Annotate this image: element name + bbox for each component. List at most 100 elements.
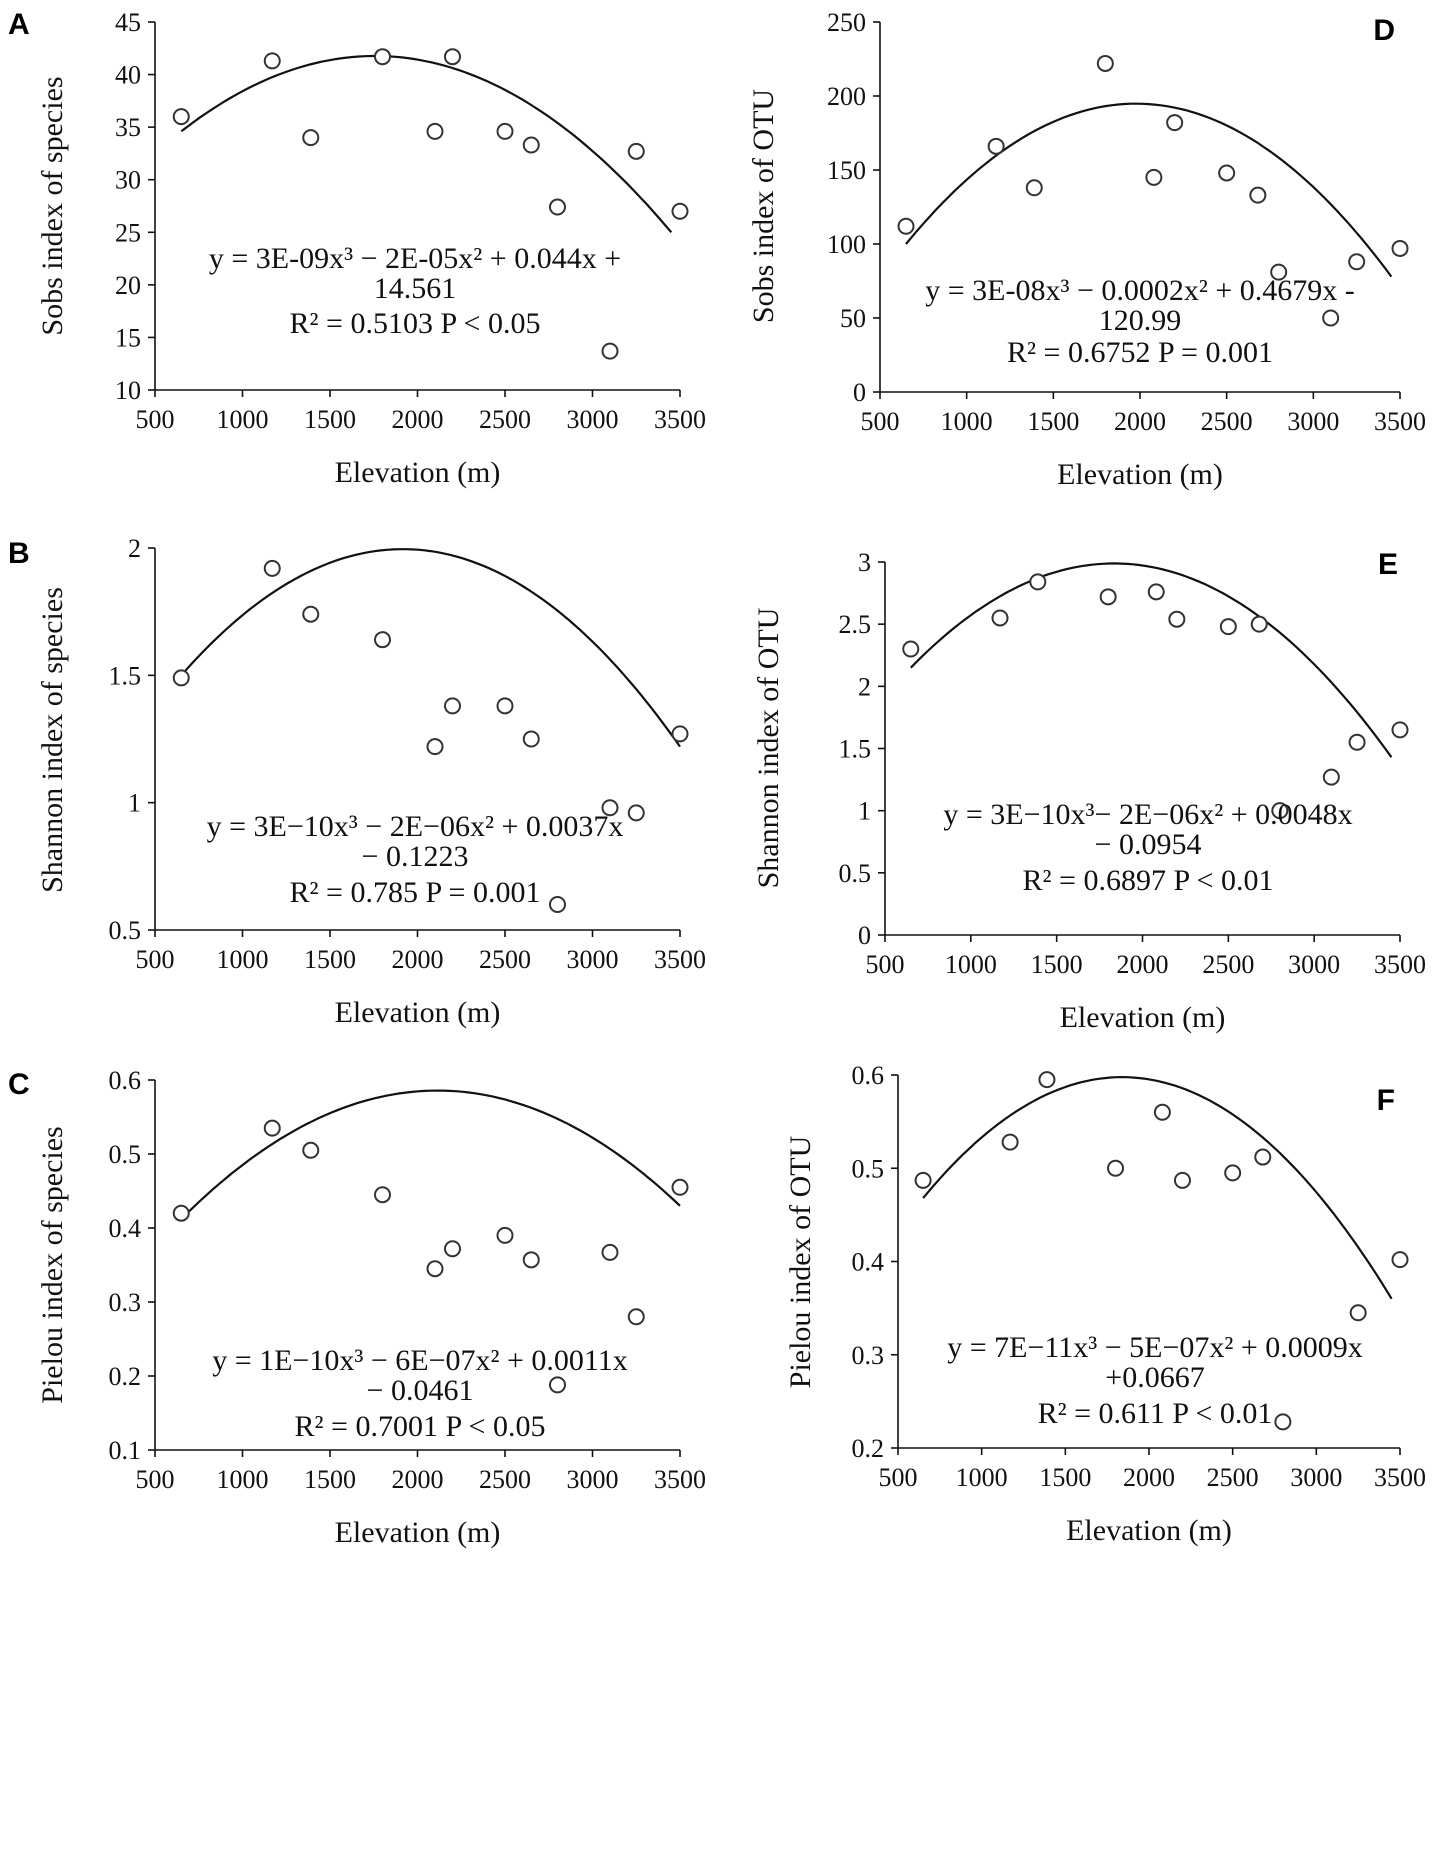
y-tick-label: 0.2 bbox=[109, 1362, 142, 1391]
data-point bbox=[496, 122, 514, 140]
y-tick-label: 250 bbox=[827, 8, 866, 37]
r-squared-label: R² = 0.611 P < 0.01 bbox=[1038, 1397, 1273, 1430]
r-squared-label: R² = 0.6897 P < 0.01 bbox=[1023, 864, 1274, 897]
data-point bbox=[549, 896, 566, 914]
data-point bbox=[1218, 164, 1236, 182]
data-point bbox=[263, 559, 281, 577]
data-point bbox=[1096, 54, 1114, 72]
y-tick-label: 15 bbox=[115, 323, 141, 352]
x-axis-title: Elevation (m) bbox=[335, 456, 501, 489]
data-point bbox=[549, 198, 566, 216]
y-tick-label: 1.5 bbox=[839, 735, 872, 764]
x-tick-label: 500 bbox=[879, 1463, 918, 1492]
chart-panel-d: 0 50 100 150 200 250 500 1000 1500 2000 2500 3000 35… bbox=[747, 8, 1426, 491]
fit-curve bbox=[180, 548, 681, 748]
data-point bbox=[263, 1119, 281, 1137]
data-point bbox=[444, 697, 461, 715]
r-squared-label: R² = 0.785 P = 0.001 bbox=[290, 876, 541, 909]
y-tick-label: 10 bbox=[115, 376, 141, 405]
equation-line: y = 3E-08x³ − 0.0002x² + 0.4679x - bbox=[925, 274, 1355, 307]
chart-panel-c: 0.1 0.2 0.3 0.4 0.5 0.6 500 1000 1500 2000 2500 300… bbox=[8, 1066, 706, 1549]
chart-panel-a: 10 15 20 25 30 35 40 45 500 1000 1500 2000 2500 3000 3… bbox=[8, 8, 706, 489]
data-point bbox=[1391, 1251, 1409, 1269]
data-point bbox=[1349, 1304, 1367, 1322]
x-tick-label: 1500 bbox=[304, 945, 356, 974]
data-point bbox=[172, 108, 190, 126]
x-tick-label: 2500 bbox=[479, 405, 531, 434]
data-point bbox=[263, 52, 281, 70]
equation-line: +0.0667 bbox=[1105, 1361, 1204, 1394]
data-point bbox=[496, 1226, 514, 1244]
panel-label: E bbox=[1378, 548, 1398, 581]
x-tick-label: 2500 bbox=[479, 945, 531, 974]
y-tick-label: 45 bbox=[115, 8, 141, 37]
data-point bbox=[1250, 615, 1268, 633]
x-axis-title: Elevation (m) bbox=[335, 1516, 501, 1549]
panel-label: A bbox=[8, 8, 30, 41]
data-point bbox=[374, 631, 391, 649]
data-point bbox=[897, 217, 915, 235]
x-axis-title: Elevation (m) bbox=[1066, 1514, 1232, 1547]
y-tick-label: 0.3 bbox=[852, 1341, 885, 1370]
data-point bbox=[1173, 1171, 1191, 1189]
data-point bbox=[1348, 733, 1366, 751]
equation-line: y = 3E−10x³ − 2E−06x² + 0.0037x bbox=[207, 810, 624, 843]
data-point bbox=[1322, 309, 1340, 327]
data-point bbox=[426, 1260, 444, 1278]
fit-curve bbox=[910, 562, 1393, 758]
x-tick-label: 500 bbox=[136, 405, 175, 434]
data-point bbox=[426, 122, 444, 140]
data-point bbox=[1391, 239, 1409, 257]
y-tick-label: 35 bbox=[115, 113, 141, 142]
fit-curve bbox=[180, 54, 673, 234]
data-point bbox=[522, 730, 540, 748]
data-point bbox=[627, 1308, 645, 1326]
y-axis-title: Sobs index of species bbox=[36, 76, 69, 335]
y-tick-label: 2.5 bbox=[839, 610, 872, 639]
chart-panel-f: 0.2 0.3 0.4 0.5 0.6 500 1000 1500 2000 2500 3000 35… bbox=[784, 1061, 1426, 1547]
data-point bbox=[601, 799, 619, 817]
data-point bbox=[374, 48, 391, 66]
y-tick-label: 2 bbox=[128, 534, 141, 563]
x-tick-label: 1500 bbox=[1027, 407, 1079, 436]
y-tick-label: 30 bbox=[115, 166, 141, 195]
x-tick-label: 3000 bbox=[567, 945, 619, 974]
x-tick-label: 500 bbox=[136, 1465, 175, 1494]
r-squared-label: R² = 0.6752 P = 0.001 bbox=[1007, 336, 1273, 369]
equation-line: − 0.1223 bbox=[362, 840, 469, 873]
fit-curve bbox=[922, 1075, 1393, 1300]
panel-label: D bbox=[1373, 14, 1395, 47]
data-point bbox=[991, 609, 1009, 627]
equation-line: y = 7E−11x³ − 5E−07x² + 0.0009x bbox=[947, 1331, 1363, 1364]
data-point bbox=[172, 669, 190, 687]
y-tick-label: 0.2 bbox=[852, 1434, 885, 1463]
equation-line: y = 3E−10x³− 2E−06x² + 0.0048x bbox=[943, 798, 1352, 831]
data-point bbox=[1166, 114, 1184, 132]
data-point bbox=[302, 129, 320, 147]
data-point bbox=[601, 342, 619, 360]
data-point bbox=[1145, 168, 1163, 186]
data-point bbox=[549, 1376, 566, 1394]
x-tick-label: 3500 bbox=[654, 405, 706, 434]
equation-line: y = 1E−10x³ − 6E−07x² + 0.0011x bbox=[212, 1344, 628, 1377]
panel-label: B bbox=[8, 537, 30, 570]
x-axis-title: Elevation (m) bbox=[1057, 458, 1223, 491]
y-tick-label: 0.4 bbox=[852, 1248, 885, 1277]
data-point bbox=[1025, 179, 1043, 197]
data-point bbox=[1270, 263, 1288, 281]
data-point bbox=[1271, 802, 1289, 820]
y-tick-label: 0.1 bbox=[109, 1436, 142, 1465]
data-point bbox=[444, 48, 461, 66]
data-point bbox=[1107, 1159, 1125, 1177]
y-tick-label: 1.5 bbox=[109, 661, 142, 690]
data-point bbox=[914, 1171, 932, 1189]
x-tick-label: 3500 bbox=[1374, 407, 1426, 436]
equation-line: − 0.0461 bbox=[367, 1374, 474, 1407]
x-tick-label: 2000 bbox=[392, 1465, 444, 1494]
data-point bbox=[1249, 186, 1267, 204]
x-tick-label: 3500 bbox=[654, 945, 706, 974]
equation-line: y = 3E-09x³ − 2E-05x² + 0.044x + bbox=[209, 242, 621, 275]
data-point bbox=[987, 137, 1005, 155]
